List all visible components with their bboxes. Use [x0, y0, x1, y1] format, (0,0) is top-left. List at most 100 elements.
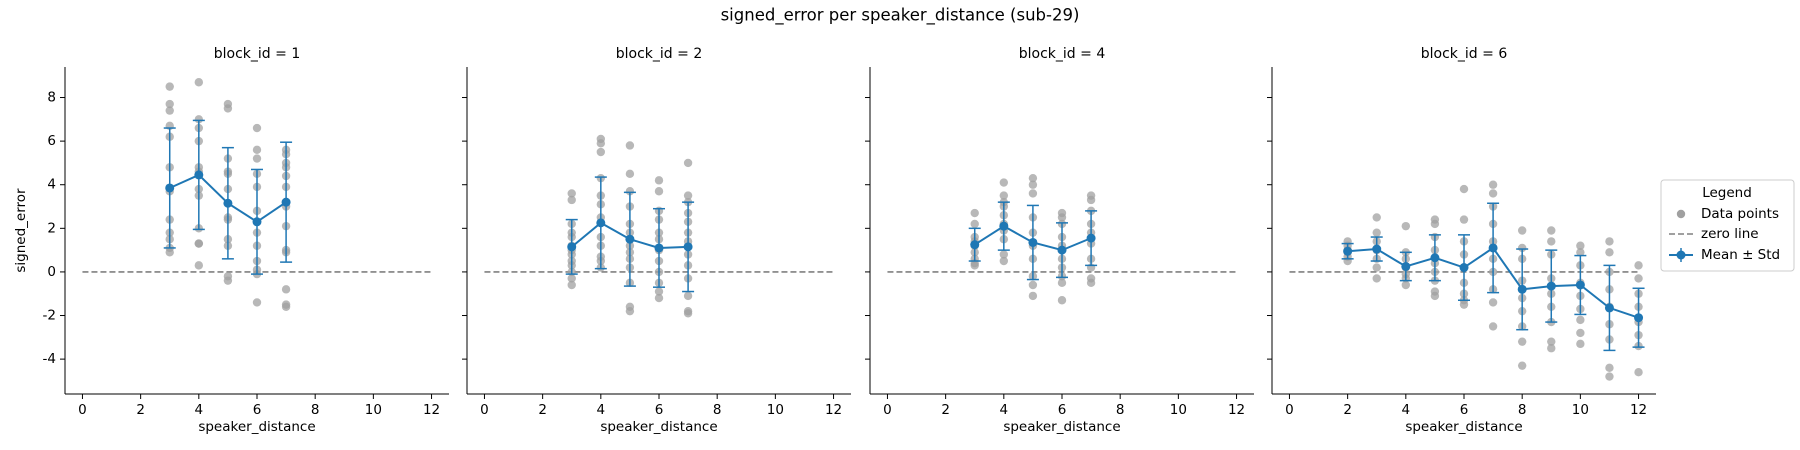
mean-marker — [1604, 303, 1614, 313]
y-tick-label: 4 — [47, 177, 56, 193]
data-point — [1576, 328, 1585, 338]
data-point — [1372, 213, 1381, 222]
data-point — [252, 298, 262, 307]
mean-marker — [1372, 244, 1382, 254]
legend-marker — [1676, 209, 1686, 219]
data-point — [970, 208, 979, 218]
data-point — [683, 291, 693, 301]
data-point — [1430, 291, 1440, 301]
mean-marker — [1459, 263, 1469, 273]
x-tick-label: 0 — [78, 402, 87, 418]
data-point — [1576, 339, 1585, 349]
data-point — [654, 293, 664, 303]
data-point — [1459, 215, 1469, 224]
x-tick-label: 12 — [1228, 402, 1245, 418]
mean-marker — [281, 197, 291, 207]
x-tick-label: 10 — [365, 402, 382, 418]
mean-marker — [1343, 246, 1353, 256]
data-point — [252, 123, 262, 133]
panel-title: block_id = 6 — [1421, 46, 1508, 62]
mean-marker — [1057, 245, 1067, 255]
y-tick-label: 8 — [47, 90, 56, 106]
mean-marker — [1546, 281, 1556, 291]
data-point — [1488, 189, 1498, 198]
data-point — [165, 106, 174, 115]
x-axis-label: speaker_distance — [600, 419, 717, 435]
mean-marker — [1517, 284, 1527, 294]
data-point — [1605, 363, 1614, 373]
x-tick-label: 12 — [423, 402, 440, 418]
y-tick-label: -4 — [43, 351, 56, 367]
data-point — [1576, 241, 1585, 250]
data-point — [1488, 180, 1498, 189]
data-point — [165, 99, 174, 109]
data-point — [194, 78, 204, 87]
data-point — [1517, 243, 1527, 253]
x-axis-label: speaker_distance — [1003, 419, 1120, 435]
mean-marker — [999, 221, 1009, 231]
data-point — [1517, 226, 1527, 235]
x-tick-label: 10 — [767, 402, 784, 418]
data-point — [1057, 213, 1067, 222]
panel-title: block_id = 4 — [1019, 46, 1106, 62]
data-point — [194, 115, 204, 124]
y-tick-label: 6 — [47, 133, 56, 149]
data-point — [1401, 221, 1411, 231]
mean-marker — [1430, 253, 1440, 263]
data-point — [1430, 219, 1440, 229]
data-point — [1547, 237, 1556, 246]
data-point — [1605, 248, 1614, 257]
panel-title: block_id = 2 — [616, 46, 702, 62]
legend-label: zero line — [1701, 226, 1759, 242]
data-point — [625, 141, 635, 150]
mean-marker — [165, 183, 175, 193]
mean-marker — [596, 218, 606, 228]
data-point — [654, 176, 664, 185]
data-point — [567, 189, 576, 198]
panel-title: block_id = 1 — [214, 46, 300, 62]
x-tick-label: 12 — [1630, 402, 1647, 418]
x-tick-label: 4 — [1402, 402, 1411, 418]
data-point — [1576, 315, 1585, 325]
data-point — [165, 248, 174, 257]
data-point — [625, 169, 635, 179]
data-point — [683, 191, 693, 200]
data-point — [1459, 184, 1469, 194]
data-point — [683, 158, 693, 168]
data-point — [252, 154, 262, 163]
x-tick-label: 0 — [480, 402, 489, 418]
x-tick-label: 6 — [253, 402, 262, 418]
x-axis-label: speaker_distance — [1405, 419, 1522, 435]
data-point — [1634, 274, 1643, 283]
x-tick-label: 2 — [538, 402, 547, 418]
x-tick-label: 8 — [713, 402, 722, 418]
data-point — [194, 239, 204, 248]
legend-box — [1660, 179, 1795, 272]
data-point — [596, 147, 606, 157]
data-point — [1057, 278, 1067, 288]
data-point — [1401, 280, 1411, 290]
data-point — [970, 261, 979, 270]
x-tick-label: 2 — [941, 402, 950, 418]
mean-marker — [1634, 313, 1644, 323]
mean-marker — [194, 170, 204, 180]
legend-label: Mean ± Std — [1701, 247, 1780, 263]
mean-marker — [970, 240, 980, 250]
x-axis-label: speaker_distance — [198, 419, 315, 435]
y-tick-label: 2 — [47, 220, 56, 236]
data-point — [999, 178, 1009, 187]
chart-title: signed_error per speaker_distance (sub-2… — [721, 6, 1080, 26]
mean-marker — [1488, 243, 1498, 253]
mean-marker — [654, 243, 664, 253]
data-point — [1547, 344, 1556, 353]
data-point — [1086, 195, 1096, 205]
data-point — [1576, 248, 1585, 257]
data-point — [1517, 337, 1527, 346]
data-point — [1488, 322, 1498, 331]
data-point — [1372, 274, 1381, 283]
x-tick-label: 2 — [1343, 402, 1352, 418]
data-point — [1605, 372, 1614, 381]
mean-marker — [252, 217, 262, 227]
data-point — [1028, 180, 1038, 189]
data-point — [165, 82, 174, 91]
